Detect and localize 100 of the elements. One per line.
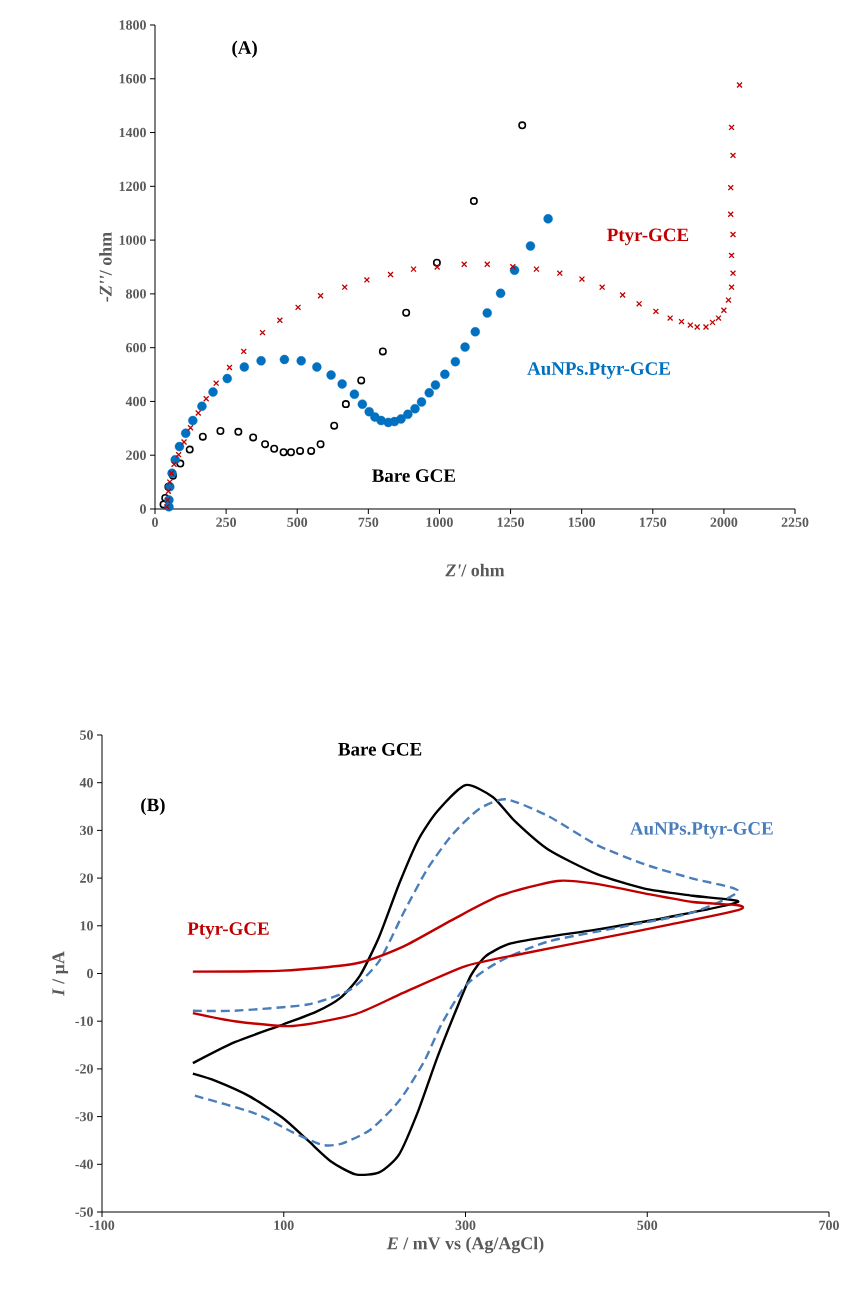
point (239, 362, 250, 372)
y-tick-label: 1400 (119, 127, 146, 138)
point (720, 307, 728, 314)
point (469, 197, 478, 206)
point (316, 440, 325, 449)
point (736, 81, 743, 89)
point (729, 152, 737, 159)
point (337, 379, 347, 389)
annotation: (B) (141, 797, 165, 816)
x-tick-label: 1250 (497, 517, 524, 527)
point (176, 459, 185, 468)
point (482, 308, 492, 318)
text: Bare GCE (338, 742, 422, 756)
y-tick-label: -50 (75, 1207, 93, 1217)
point (317, 292, 324, 299)
point (294, 304, 302, 311)
point (187, 424, 194, 431)
point (174, 441, 185, 452)
point (330, 421, 339, 430)
point (709, 319, 716, 326)
text: Ptyr-GCE (607, 228, 689, 246)
y-tick-label: 40 (79, 777, 93, 788)
point (402, 308, 411, 317)
point (276, 317, 283, 324)
point (440, 369, 450, 379)
point (181, 428, 191, 438)
point (729, 231, 737, 238)
point (286, 448, 295, 457)
point (234, 427, 243, 436)
point (240, 348, 247, 355)
y-tick-label: 200 (126, 450, 146, 460)
point (403, 409, 413, 420)
point (357, 376, 366, 385)
y-tick-label: -20 (75, 1064, 93, 1074)
point (341, 400, 350, 409)
y-tick-label: 1200 (119, 181, 146, 192)
point (729, 270, 737, 277)
point (249, 433, 258, 442)
y-tick-label: 800 (126, 289, 146, 299)
x-tick-label: 500 (287, 517, 308, 527)
point (450, 356, 461, 367)
y-tick-label: 30 (80, 825, 93, 836)
y-tick-label: 0 (140, 504, 146, 514)
point (256, 356, 266, 366)
point (715, 314, 722, 322)
point (312, 362, 322, 372)
x-tick-label: 300 (455, 1220, 476, 1230)
point (533, 266, 540, 273)
point (434, 263, 441, 271)
point (326, 370, 336, 380)
x-tick-label: 500 (637, 1220, 658, 1230)
point (208, 387, 218, 397)
point (185, 445, 194, 454)
point (279, 354, 290, 365)
point (543, 214, 553, 224)
x-axis-title: E / mV vs (Ag/AgCl) (386, 1236, 544, 1254)
point (378, 347, 387, 356)
x-tick-label: 250 (216, 517, 237, 527)
x-tick-label: 2250 (781, 517, 809, 527)
point (166, 478, 173, 486)
x-tick-label: 0 (152, 517, 158, 527)
point (222, 373, 232, 384)
y-tick-label: 50 (80, 730, 93, 740)
point (195, 409, 202, 417)
point (728, 284, 735, 291)
x-tick-label: -100 (89, 1220, 115, 1230)
point (460, 342, 470, 352)
point (261, 440, 270, 449)
point (495, 288, 506, 299)
text: AuNPs.Ptyr-GCE (527, 362, 670, 379)
point (216, 427, 225, 436)
y-tick-label: 600 (126, 342, 146, 353)
point (432, 258, 441, 267)
y-tick-label: -10 (75, 1016, 93, 1026)
point (349, 389, 360, 399)
y-tick-label: 20 (80, 873, 93, 883)
point (410, 404, 420, 414)
point (518, 121, 527, 130)
point (357, 399, 368, 409)
point (430, 380, 441, 390)
y-tick-label: -30 (75, 1111, 93, 1122)
point (165, 488, 172, 495)
point (270, 444, 279, 453)
x-tick-label: 1000 (426, 517, 453, 527)
x-tick-label: 100 (274, 1220, 294, 1230)
point (197, 401, 207, 411)
x-tick-label: 1750 (639, 517, 667, 527)
y-axis-title: I / µA (52, 951, 69, 997)
point (525, 241, 536, 251)
point (170, 461, 178, 468)
point (619, 291, 626, 299)
point (424, 388, 434, 398)
x-tick-label: 700 (819, 1220, 839, 1230)
point (296, 446, 305, 455)
point (470, 327, 480, 337)
point (307, 446, 316, 455)
point (416, 397, 427, 407)
annotation: (A) (232, 40, 257, 58)
y-tick-label: -40 (75, 1159, 93, 1170)
y-tick-label: 1000 (119, 235, 146, 245)
